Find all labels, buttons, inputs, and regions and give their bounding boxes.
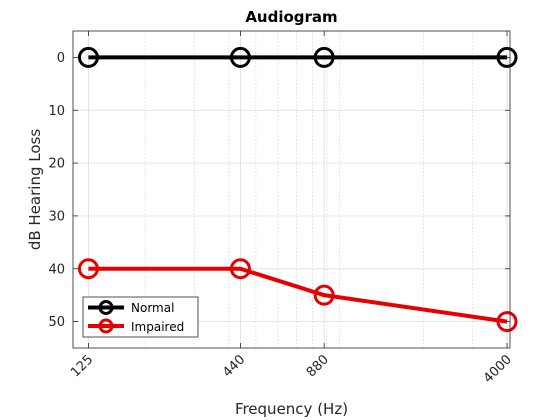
y-tick-label: 20	[48, 157, 65, 172]
y-tick-label: 40	[48, 262, 65, 277]
data-point-impaired	[229, 258, 251, 280]
y-tick-label: 50	[48, 315, 65, 330]
legend-marker-normal	[98, 300, 114, 315]
series-line-impaired	[88, 266, 508, 324]
plot-area	[73, 31, 510, 348]
data-point-normal	[229, 46, 251, 68]
y-axis-label: dB Hearing Loss	[26, 129, 44, 250]
y-tick-label: 30	[48, 209, 65, 224]
legend-marker-impaired	[98, 318, 114, 334]
legend-label-normal: Normal	[131, 301, 174, 315]
legend-label-impaired: Impaired	[131, 320, 184, 334]
y-tick-label: 0	[57, 51, 65, 66]
x-axis-label: Frequency (Hz)	[235, 400, 348, 418]
plot-frame	[72, 30, 511, 349]
y-tick-label: 10	[48, 104, 65, 119]
series-layer	[77, 46, 518, 333]
data-point-normal	[77, 46, 99, 68]
chart-title: Audiogram	[245, 8, 337, 26]
data-point-impaired	[313, 284, 335, 306]
data-point-impaired	[77, 258, 99, 280]
legend: Normal Impaired	[82, 296, 199, 338]
data-point-normal	[313, 46, 335, 68]
data-point-normal	[496, 46, 518, 68]
data-point-impaired	[496, 311, 518, 333]
grid-lines	[73, 31, 510, 348]
